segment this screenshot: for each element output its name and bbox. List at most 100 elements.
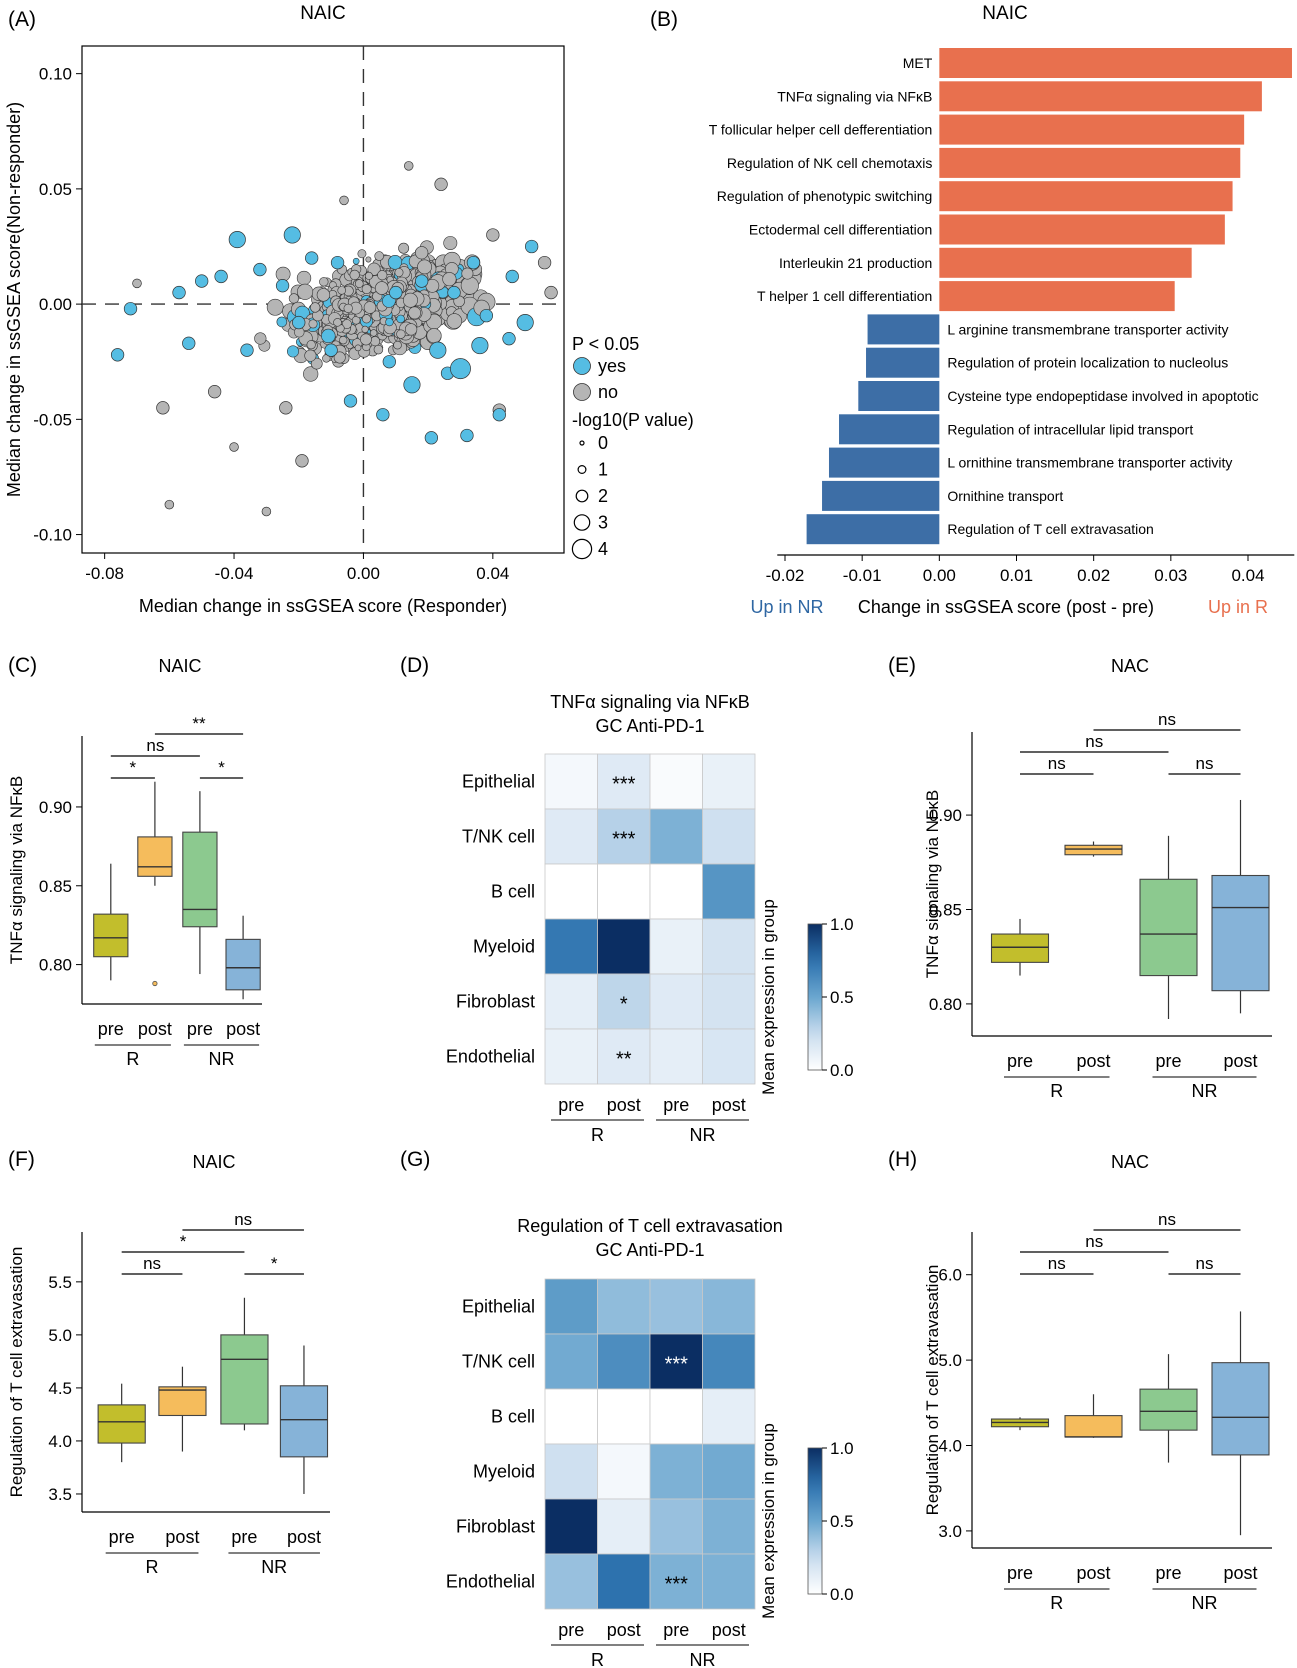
- heatmap-cell: [702, 1333, 756, 1390]
- heatmap-cell: [702, 863, 756, 920]
- heatmap-cell: [597, 1498, 651, 1555]
- row-label: B cell: [491, 1407, 535, 1427]
- nonsignificant-point: [306, 340, 316, 350]
- heatmap-cell: [702, 1028, 756, 1085]
- column-label: pre: [558, 1095, 584, 1115]
- row-label: Fibroblast: [456, 992, 535, 1012]
- heatmap-cell: [597, 863, 651, 920]
- group-label: R: [1050, 1081, 1063, 1101]
- colorbar-tick-label: 0.5: [830, 988, 854, 1007]
- y-axis-label: Regulation of T cell extravasation: [7, 1247, 26, 1498]
- bar-label: Regulation of intracellular lipid transp…: [947, 421, 1193, 437]
- y-tick-label: 0.80: [39, 956, 72, 975]
- significance-label: **: [616, 1049, 632, 1071]
- panel-label: (C): [8, 654, 37, 677]
- box: [1064, 1415, 1123, 1438]
- nonsignificant-point: [415, 246, 429, 260]
- nonsignificant-point: [460, 276, 479, 295]
- bar: [866, 347, 940, 378]
- row-label: T/NK cell: [462, 1352, 535, 1372]
- nonsignificant-point: [362, 314, 372, 324]
- box: [97, 1404, 146, 1444]
- scatter-point: [502, 332, 516, 346]
- y-axis-label: Median change in ssGSEA score(Non-respon…: [4, 102, 24, 497]
- box: [158, 1386, 207, 1417]
- x-tick-label: pre: [1007, 1051, 1033, 1071]
- heatmap-cell: [702, 918, 756, 975]
- panel-label: (F): [8, 1148, 35, 1171]
- significant-point: [385, 317, 394, 327]
- significance-label: ns: [1158, 710, 1176, 729]
- panel-label: (A): [8, 8, 36, 31]
- heatmap-cell: [702, 753, 756, 810]
- box: [1139, 1388, 1198, 1431]
- box: [1211, 874, 1270, 992]
- bar: [806, 514, 940, 545]
- nonsignificant-point: [370, 336, 381, 347]
- scatter-point: [229, 442, 239, 452]
- colorbar-tick-label: 1.0: [830, 1439, 854, 1458]
- nonsignificant-point: [297, 283, 314, 300]
- heatmap-cell: [544, 1333, 598, 1390]
- nonsignificant-point: [364, 271, 373, 280]
- scatter-point: [261, 506, 272, 517]
- significant-point: [321, 328, 336, 344]
- nonsignificant-point: [417, 259, 432, 275]
- bar-label: Cysteine type endopeptidase involved in …: [947, 388, 1258, 404]
- heatmap-cell: [597, 753, 651, 810]
- scatter-point: [240, 343, 254, 357]
- scatter-point: [182, 336, 196, 350]
- y-tick-label: 5.5: [48, 1273, 72, 1292]
- significance-label: ***: [665, 1354, 689, 1376]
- x-axis-label: Median change in ssGSEA score (Responder…: [139, 596, 507, 616]
- y-tick-label: 0.85: [929, 900, 962, 919]
- heatmap-cell: [649, 1388, 703, 1445]
- row-label: Epithelial: [462, 1297, 535, 1317]
- nonsignificant-point: [296, 270, 312, 286]
- scatter-point: [382, 355, 396, 369]
- colorbar-tick-label: 1.0: [830, 915, 854, 934]
- box: [1064, 844, 1123, 856]
- box: [225, 938, 261, 991]
- heatmap-cell: [544, 1028, 598, 1085]
- legend-size-circle: [575, 489, 589, 503]
- legend-swatch: [573, 383, 591, 401]
- row-label: Myeloid: [473, 937, 535, 957]
- nonsignificant-point: [402, 292, 418, 308]
- heatmap-cell: [544, 1498, 598, 1555]
- box: [1211, 1362, 1270, 1456]
- chart-subtitle: GC Anti-PD-1: [595, 716, 704, 736]
- legend-size-circle: [573, 514, 591, 531]
- scatter-point: [324, 343, 338, 357]
- chart-title: NAIC: [982, 3, 1027, 24]
- scatter-point: [450, 358, 471, 380]
- x-tick-label: post: [1076, 1563, 1110, 1583]
- colorbar: [807, 923, 823, 1071]
- nonsignificant-point: [308, 319, 318, 329]
- nonsignificant-point: [354, 279, 364, 288]
- y-tick-label: 6.0: [938, 1266, 962, 1285]
- x-tick-label: pre: [187, 1019, 213, 1039]
- x-tick-label: 0.01: [1000, 566, 1033, 585]
- x-tick-label: pre: [231, 1527, 257, 1547]
- heatmap-cell: [649, 863, 703, 920]
- nonsignificant-point: [333, 351, 346, 364]
- significance-label: ns: [1196, 754, 1214, 773]
- outlier-point: [152, 980, 158, 987]
- scatter-point: [305, 251, 319, 265]
- scatter-point: [424, 431, 439, 445]
- nonsignificant-point: [461, 267, 474, 280]
- scatter-point: [525, 239, 539, 254]
- scatter-point: [447, 285, 461, 300]
- x-tick-label: -0.04: [215, 564, 254, 583]
- group-label: R: [1050, 1593, 1063, 1613]
- nonsignificant-point: [398, 242, 410, 254]
- bar-label: T follicular helper cell defferentiation: [709, 122, 933, 138]
- scatter-point: [123, 302, 138, 316]
- nonsignificant-point: [357, 249, 367, 259]
- y-tick-label: 0.90: [39, 798, 72, 817]
- panel-label: (E): [888, 654, 916, 677]
- y-tick-label: 0.80: [929, 995, 962, 1014]
- nonsignificant-point: [288, 293, 300, 304]
- chart-title: NAC: [1111, 1152, 1149, 1172]
